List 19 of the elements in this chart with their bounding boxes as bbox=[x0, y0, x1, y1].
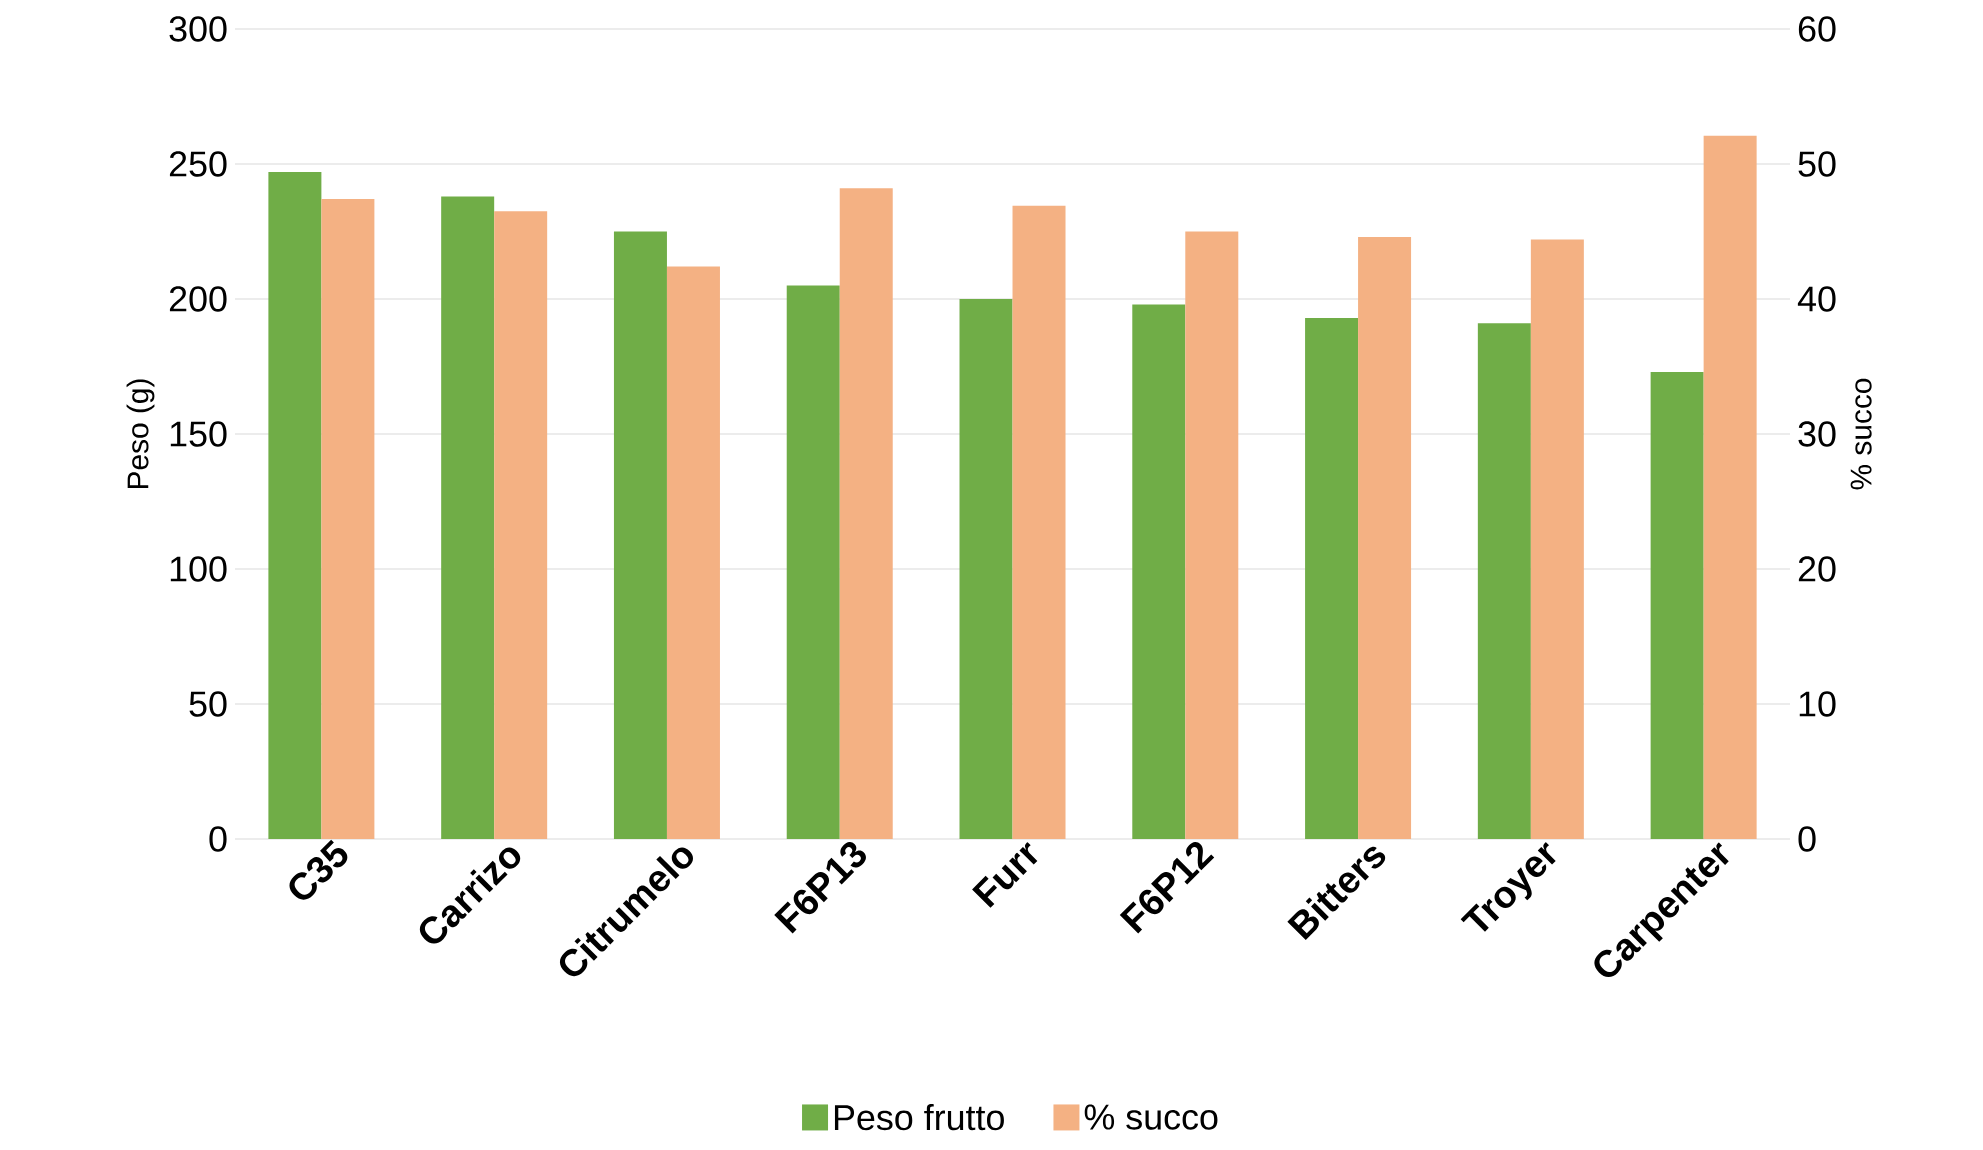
y-tick-label: 300 bbox=[169, 16, 227, 42]
y2-axis-title: % succo bbox=[1850, 378, 1872, 490]
y-tick-label: 0 bbox=[209, 826, 227, 852]
legend-label: % succo bbox=[1084, 1104, 1218, 1130]
y-tick-label: 150 bbox=[170, 421, 227, 447]
y-tick-label: 50 bbox=[189, 691, 227, 717]
y2-tick-label: 30 bbox=[1798, 421, 1836, 447]
y2-tick-label: 0 bbox=[1798, 826, 1816, 852]
y2-tick-label: 20 bbox=[1798, 556, 1836, 582]
legend-label: Peso frutto bbox=[834, 1103, 1004, 1131]
y2-tick-label: 40 bbox=[1797, 286, 1836, 312]
y2-tick-label: 60 bbox=[1798, 16, 1836, 42]
y-tick-label: 200 bbox=[169, 286, 227, 312]
x-tick-label: C35 bbox=[289, 839, 348, 900]
y2-tick-label: 10 bbox=[1799, 691, 1836, 717]
y-axis-title: Peso (g) bbox=[126, 379, 155, 489]
y-tick-label: 250 bbox=[169, 151, 227, 177]
y-tick-label: 100 bbox=[170, 556, 227, 582]
y2-tick-label: 50 bbox=[1798, 151, 1836, 177]
